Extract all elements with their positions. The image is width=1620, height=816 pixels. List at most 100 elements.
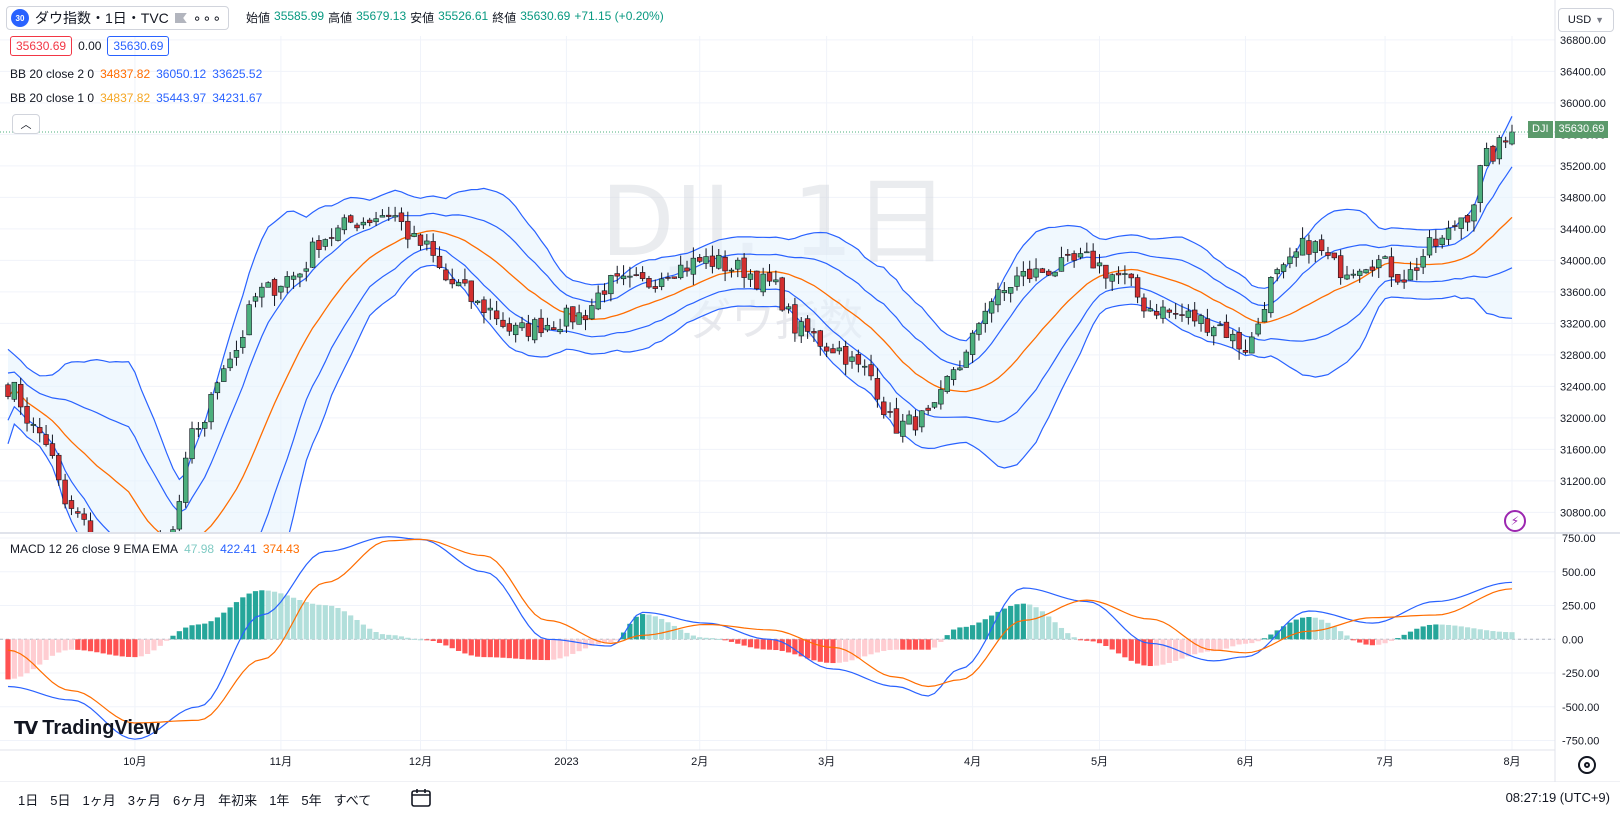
candle-body	[1052, 271, 1058, 277]
candle	[957, 360, 963, 371]
candle	[1128, 273, 1134, 287]
candle	[830, 343, 836, 354]
macd-tick-label: 500.00	[1562, 567, 1596, 579]
candle-body	[792, 304, 798, 334]
candle	[1363, 268, 1369, 274]
candle-body	[1382, 256, 1388, 259]
macd-histogram-bar	[589, 639, 595, 646]
macd-histogram-bar	[1280, 626, 1287, 640]
macd-histogram-bar	[189, 625, 195, 640]
macd-histogram-bar	[1350, 639, 1356, 641]
candle	[398, 207, 405, 231]
candle-body	[202, 422, 208, 429]
buy-price[interactable]: 35630.69	[107, 36, 170, 56]
candle-body	[982, 310, 988, 325]
macd-histogram-bar	[1039, 611, 1045, 640]
candle	[1401, 269, 1407, 289]
bb2-legend[interactable]: BB 20 close 2 0 34837.82 36050.12 33625.…	[10, 67, 262, 81]
macd-histogram-bar	[170, 635, 176, 640]
candle	[252, 292, 259, 308]
candle-body	[328, 237, 335, 239]
bb1-legend[interactable]: BB 20 close 1 0 34837.82 35443.97 34231.…	[10, 91, 262, 105]
candle-body	[1147, 308, 1153, 312]
candle-body	[1134, 277, 1141, 298]
range-button-0[interactable]: 1日	[18, 792, 39, 808]
candle	[227, 352, 233, 372]
candle-body	[139, 587, 144, 588]
range-button-7[interactable]: 5年	[301, 792, 322, 808]
candle-body	[1204, 318, 1211, 333]
candle-body	[1096, 262, 1103, 267]
macd-histogram-bar	[855, 639, 861, 659]
candle-body	[785, 306, 792, 310]
time-tick-label: 2月	[691, 756, 708, 768]
macd-histogram-bar	[1122, 639, 1128, 658]
candle-body	[474, 300, 481, 304]
range-button-5[interactable]: 年初来	[218, 792, 258, 808]
candle	[1280, 262, 1287, 279]
candle-body	[221, 368, 227, 382]
macd-histogram-bar	[1217, 639, 1223, 651]
macd-histogram-bar	[233, 602, 240, 640]
macd-histogram-bar	[1192, 639, 1198, 655]
candle	[1039, 267, 1046, 273]
candle-body	[1445, 227, 1452, 240]
macd-histogram-bar	[741, 639, 747, 646]
candle	[1147, 300, 1153, 312]
candle-body	[1395, 274, 1401, 283]
macd-histogram-bar	[513, 639, 519, 659]
candle	[849, 350, 855, 369]
candle-body	[152, 563, 157, 586]
candle-body	[1115, 272, 1122, 276]
macd-histogram-bar	[1401, 634, 1407, 640]
bb2-lower-line	[7, 264, 1513, 532]
candle	[823, 342, 830, 358]
macd-histogram-bar	[87, 639, 94, 652]
macd-histogram-bar	[1445, 624, 1452, 640]
candle-body	[170, 529, 176, 532]
candle	[487, 298, 493, 320]
candle	[906, 410, 912, 425]
candle-body	[811, 331, 817, 334]
range-button-4[interactable]: 6ヶ月	[172, 792, 207, 808]
currency-selector[interactable]: USD ▼	[1558, 8, 1614, 32]
candle	[760, 267, 766, 297]
more-dots-icon[interactable]: ∘∘∘	[192, 9, 223, 26]
candle	[1464, 214, 1471, 232]
macd-histogram-bar	[1077, 639, 1084, 641]
tradingview-logo[interactable]: 𝗧𝗩 TradingView	[14, 717, 160, 740]
macd-histogram-bar	[1268, 634, 1274, 640]
macd-legend[interactable]: MACD 12 26 close 9 EMA EMA 47.98 422.41 …	[10, 542, 300, 556]
settings-gear-icon[interactable]	[1578, 756, 1596, 774]
candle-body	[1192, 309, 1198, 322]
candle-body	[436, 255, 443, 268]
time-tick-label: 10月	[123, 756, 146, 768]
collapse-legend-button[interactable]: ︿	[12, 114, 40, 134]
lightning-icon[interactable]: ⚡	[1504, 510, 1526, 532]
candle	[1356, 268, 1363, 283]
sell-price[interactable]: 35630.69	[10, 36, 73, 56]
tradingview-mark-icon: 𝗧𝗩	[14, 718, 38, 738]
candle	[1274, 267, 1280, 282]
candle-body	[1337, 255, 1344, 279]
range-button-6[interactable]: 1年	[269, 792, 290, 808]
candle-body	[398, 212, 405, 222]
calendar-range-icon[interactable]	[410, 788, 432, 808]
range-button-8[interactable]: すべて	[333, 792, 372, 808]
range-button-3[interactable]: 3ヶ月	[127, 792, 161, 808]
candle-body	[335, 227, 341, 241]
candle	[1490, 144, 1496, 165]
symbol-selector[interactable]: 30 ダウ指数・1日・TVC ∘∘∘	[6, 6, 230, 30]
flag-icon[interactable]	[174, 13, 187, 23]
candle-body	[1464, 215, 1471, 223]
candle-body	[1071, 253, 1077, 261]
clock-display[interactable]: 08:27:19 (UTC+9)	[1505, 790, 1610, 805]
range-button-1[interactable]: 5日	[50, 792, 71, 808]
candle	[341, 214, 348, 235]
macd-histogram-bar	[608, 639, 614, 643]
candle-body	[1122, 273, 1128, 275]
macd-histogram-bar	[411, 638, 417, 640]
macd-histogram-bar	[62, 639, 68, 651]
range-button-2[interactable]: 1ヶ月	[82, 792, 116, 808]
